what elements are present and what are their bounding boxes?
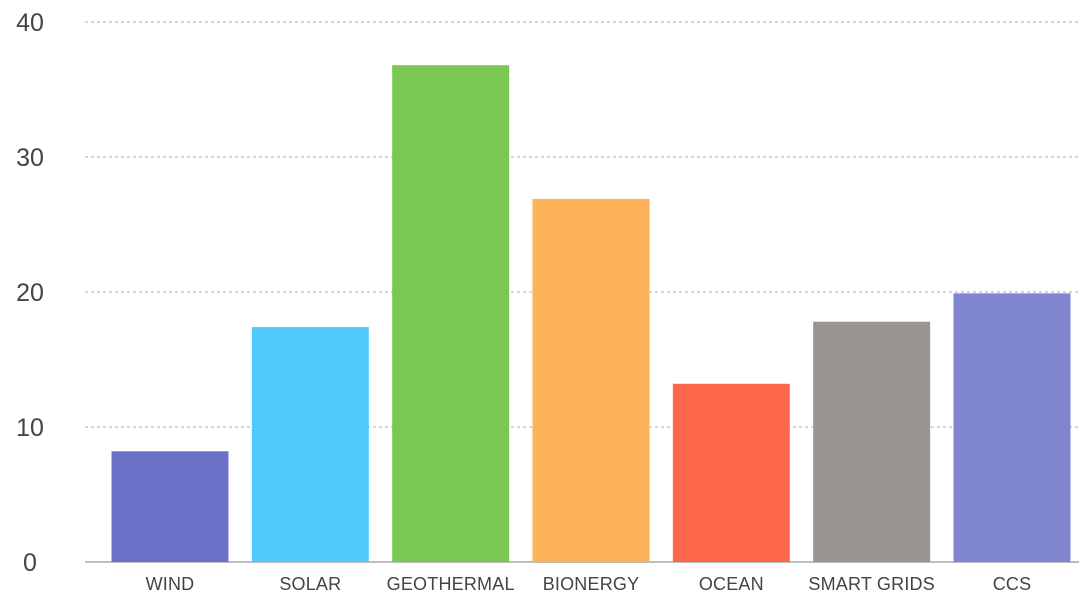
y-tick-label-10: 10 — [16, 414, 44, 442]
y-tick-label-0: 0 — [23, 549, 37, 577]
bars — [111, 65, 1071, 562]
bar-wind — [111, 451, 229, 562]
x-tick-label-ocean: OCEAN — [699, 574, 764, 592]
bar-ccs — [953, 293, 1071, 562]
bar-geothermal — [392, 65, 510, 562]
bar-ocean — [672, 383, 790, 562]
bar-bionergy — [532, 198, 650, 562]
x-tick-label-ccs: CCS — [993, 574, 1032, 592]
x-tick-label-bionergy: BIONERGY — [543, 574, 640, 592]
x-tick-label-smart-grids: SMART GRIDS — [808, 574, 935, 592]
x-tick-label-solar: SOLAR — [279, 574, 341, 592]
y-tick-label-20: 20 — [16, 279, 44, 307]
y-tick-label-40: 40 — [16, 9, 44, 37]
x-tick-label-wind: WIND — [146, 574, 195, 592]
y-tick-label-30: 30 — [16, 144, 44, 172]
bar-smart-grids — [813, 321, 931, 562]
x-axis-ticks: WIND SOLAR GEOTHERMAL BIONERGY OCEAN SMART GR… — [146, 574, 1032, 592]
x-tick-label-geothermal: GEOTHERMAL — [387, 574, 515, 592]
bar-solar — [251, 327, 369, 562]
y-axis-ticks: 0 10 20 30 40 — [16, 9, 44, 577]
